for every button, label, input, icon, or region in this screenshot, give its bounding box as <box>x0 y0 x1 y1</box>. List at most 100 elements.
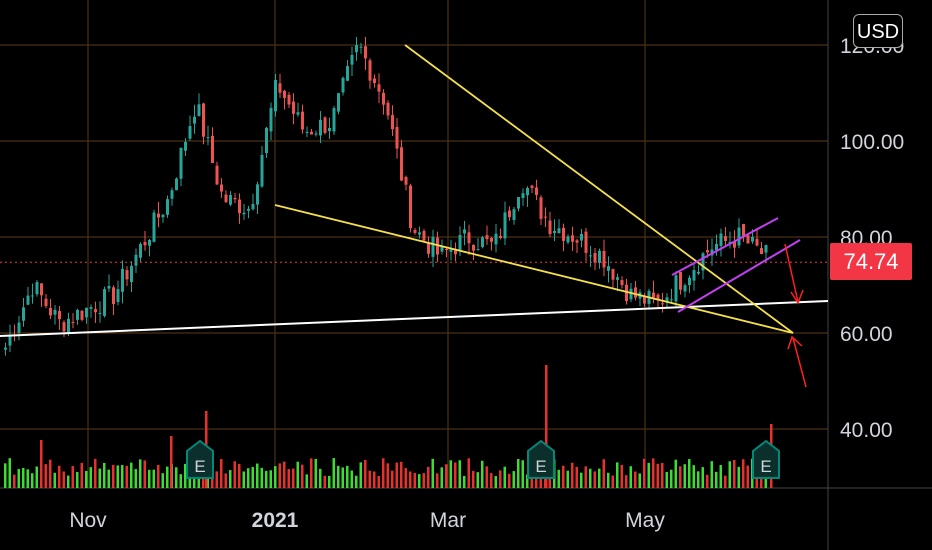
volume-bar <box>395 462 398 488</box>
volume-bar <box>499 470 502 488</box>
candle-body <box>571 235 574 242</box>
volume-bar <box>26 469 29 488</box>
candle-body <box>274 79 277 112</box>
volume-bar <box>292 468 295 488</box>
volume-bar <box>508 473 511 488</box>
volume-bar <box>22 468 25 488</box>
volume-bar <box>472 470 475 488</box>
volume-bar <box>485 466 488 488</box>
volume-bar <box>301 464 304 488</box>
candle-body <box>134 254 138 266</box>
candle-body <box>440 245 444 252</box>
candle-body <box>359 46 363 48</box>
volume-bar <box>107 469 110 488</box>
volume-bar <box>269 470 272 488</box>
volume-bar <box>400 461 403 488</box>
candle-body <box>620 280 624 286</box>
candle-body <box>728 242 732 244</box>
upper-trendline <box>404 44 794 334</box>
candle-body <box>400 147 403 181</box>
volume-bar <box>188 475 191 488</box>
volume-bar <box>278 463 281 488</box>
candle-body <box>485 235 489 240</box>
volume-bar <box>755 472 758 488</box>
volume-bar <box>323 475 326 488</box>
volume-bar <box>746 465 749 488</box>
volume-bar <box>341 467 344 488</box>
volume-bar <box>328 475 331 488</box>
volume-bar <box>116 465 119 488</box>
volume-bar <box>346 465 349 488</box>
volume-bar <box>607 472 610 488</box>
volume-bar <box>76 471 79 488</box>
candle-body <box>346 66 349 81</box>
candle-body <box>94 309 97 313</box>
candle-body <box>724 236 727 242</box>
currency-button[interactable]: USD <box>853 14 903 48</box>
volume-bar <box>139 459 142 488</box>
volume-bar <box>143 460 146 488</box>
candle-body <box>382 93 385 105</box>
volume-bar <box>719 465 722 488</box>
candle-body <box>125 270 129 280</box>
earnings-marker-icon <box>752 439 780 479</box>
candle-body <box>463 229 466 234</box>
volume-spike <box>170 436 173 488</box>
candle-body <box>58 310 61 320</box>
volume-bar <box>710 461 713 488</box>
volume-bar <box>571 462 574 488</box>
volume-bar <box>728 461 731 488</box>
earnings-marker-label: E <box>535 457 546 476</box>
volume-bar <box>458 460 461 488</box>
earnings-marker-label: E <box>760 457 771 476</box>
volume-bar <box>562 465 565 488</box>
time-axis[interactable]: Nov 2021 Mar May <box>69 509 665 532</box>
candle-body <box>161 214 165 218</box>
volume-bar <box>386 463 389 488</box>
volume-bar <box>229 470 232 488</box>
candle-body <box>472 244 475 251</box>
candle-body <box>148 240 151 246</box>
candle-body <box>643 295 646 304</box>
candle-body <box>224 194 228 203</box>
candle-body <box>251 204 255 210</box>
volume-bar <box>589 468 592 488</box>
volume-bar <box>35 466 38 488</box>
volume-bar <box>404 468 407 488</box>
volume-bar <box>517 458 520 488</box>
candle-body <box>328 127 331 132</box>
candle-body <box>341 77 345 93</box>
volume-bar <box>413 472 416 488</box>
candle-body <box>377 84 381 92</box>
candle-body <box>40 283 43 296</box>
volume-bar <box>121 465 124 488</box>
candle-body <box>175 178 178 191</box>
candle-body <box>184 141 187 151</box>
candle-body <box>287 94 291 105</box>
candle-body <box>26 295 30 305</box>
candle-body <box>305 131 309 133</box>
candle-body <box>233 197 237 200</box>
candle-body <box>562 227 565 241</box>
candle-body <box>332 108 336 132</box>
candle-body <box>17 322 21 333</box>
volume-bar <box>13 474 16 488</box>
candle-body <box>427 243 430 254</box>
candle-body <box>404 177 408 185</box>
volume-bar <box>62 471 65 488</box>
volume-bar <box>634 471 637 488</box>
candle-body <box>229 195 232 205</box>
volume-bar <box>166 466 169 488</box>
candle-body <box>76 309 79 320</box>
candle-body <box>656 294 660 301</box>
volume-bar <box>175 467 178 488</box>
candle-body <box>247 208 250 211</box>
candle-body <box>391 115 394 130</box>
candle-body <box>278 83 282 93</box>
volume-bar <box>134 469 137 488</box>
channel-upper <box>671 217 779 276</box>
volume-bar <box>233 461 236 488</box>
